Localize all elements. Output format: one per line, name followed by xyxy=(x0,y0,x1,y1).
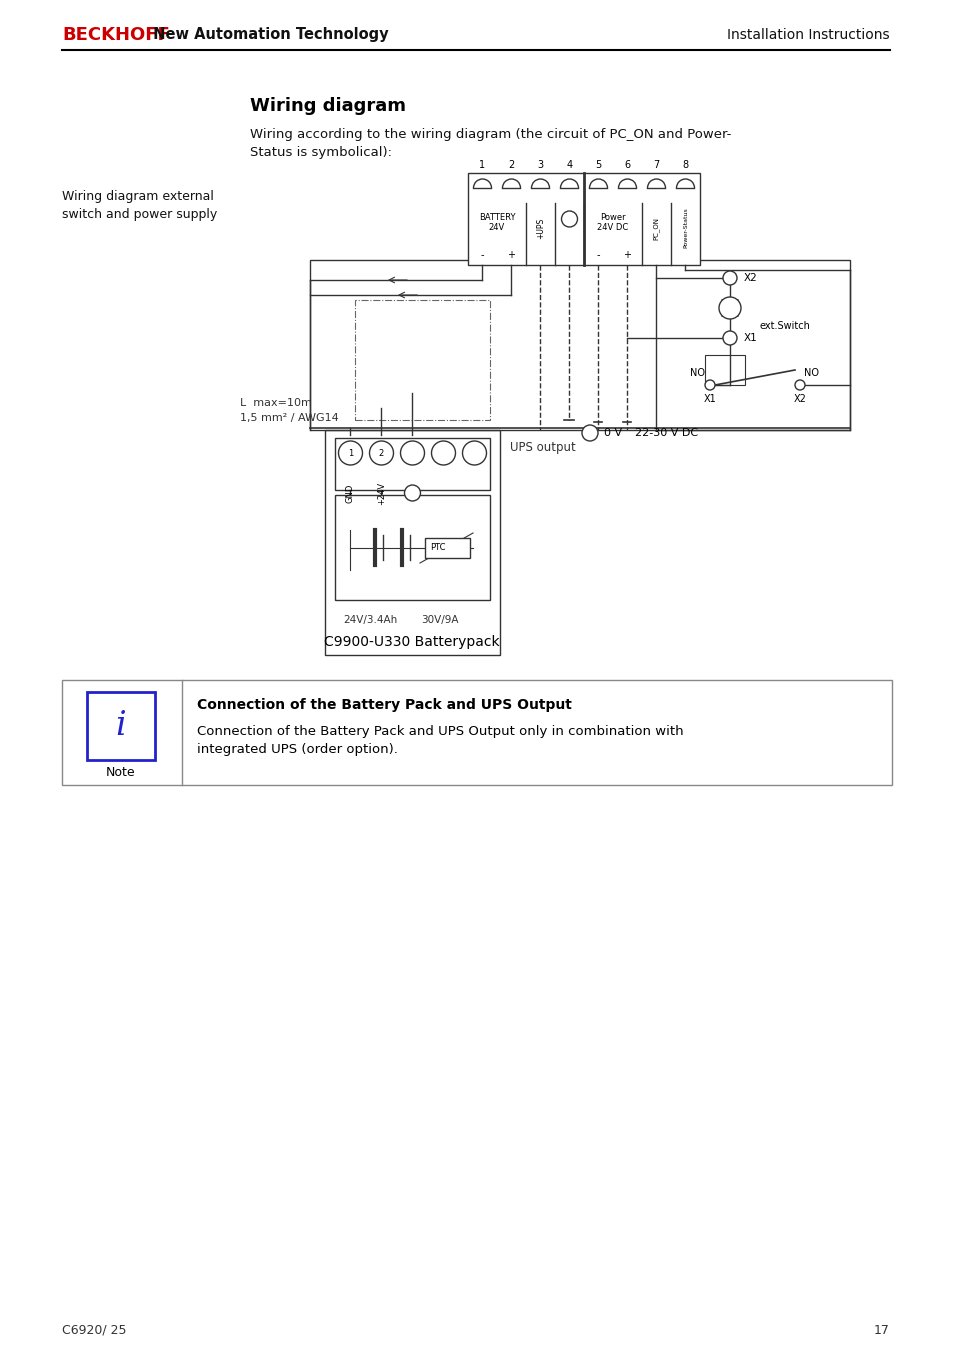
Text: 8: 8 xyxy=(681,159,688,170)
Text: +: + xyxy=(507,250,515,259)
Text: Installation Instructions: Installation Instructions xyxy=(726,28,889,42)
Text: Power
24V DC: Power 24V DC xyxy=(597,213,628,232)
Text: +: + xyxy=(623,250,631,259)
Text: -: - xyxy=(480,250,484,259)
Circle shape xyxy=(462,440,486,465)
Text: NO: NO xyxy=(803,367,819,378)
Text: Wiring according to the wiring diagram (the circuit of PC_ON and Power-
Status i: Wiring according to the wiring diagram (… xyxy=(250,128,731,159)
Text: BECKHOFF: BECKHOFF xyxy=(62,26,170,45)
Circle shape xyxy=(722,331,737,345)
Text: Connection of the Battery Pack and UPS Output: Connection of the Battery Pack and UPS O… xyxy=(196,698,571,712)
Text: X1: X1 xyxy=(703,394,716,404)
Circle shape xyxy=(431,440,455,465)
Text: X2: X2 xyxy=(793,394,805,404)
Text: GND: GND xyxy=(346,484,355,503)
Circle shape xyxy=(719,297,740,319)
Text: PC_ON: PC_ON xyxy=(653,216,659,239)
Circle shape xyxy=(704,380,714,390)
Circle shape xyxy=(581,426,598,440)
Text: 6: 6 xyxy=(624,159,630,170)
Text: 17: 17 xyxy=(873,1324,889,1336)
Bar xyxy=(310,259,849,430)
Bar xyxy=(355,300,490,420)
Bar xyxy=(325,430,499,655)
Circle shape xyxy=(369,440,393,465)
Text: 7: 7 xyxy=(653,159,659,170)
Text: X2: X2 xyxy=(743,273,757,282)
Text: 0 V: 0 V xyxy=(603,428,621,438)
Text: C9900-U330 Batterypack: C9900-U330 Batterypack xyxy=(324,635,499,648)
Text: 22-30 V DC: 22-30 V DC xyxy=(635,428,698,438)
Bar xyxy=(468,173,700,265)
Text: 3: 3 xyxy=(537,159,543,170)
Text: BATTERY
24V: BATTERY 24V xyxy=(478,213,515,232)
Bar xyxy=(335,494,490,600)
Text: 2: 2 xyxy=(508,159,514,170)
Circle shape xyxy=(400,440,424,465)
Bar xyxy=(87,692,154,761)
Bar xyxy=(704,355,744,385)
Text: Connection of the Battery Pack and UPS Output only in combination with
integrate: Connection of the Battery Pack and UPS O… xyxy=(196,725,683,757)
Text: 2: 2 xyxy=(378,449,384,458)
Circle shape xyxy=(561,211,577,227)
Text: 1: 1 xyxy=(479,159,485,170)
Text: +24V: +24V xyxy=(376,481,386,504)
Circle shape xyxy=(404,485,420,501)
Text: Power-Status: Power-Status xyxy=(682,208,687,249)
Text: 30V/9A: 30V/9A xyxy=(421,615,458,626)
Bar xyxy=(335,438,490,490)
Text: ext.Switch: ext.Switch xyxy=(760,322,810,331)
Text: NO: NO xyxy=(690,367,705,378)
Text: 1: 1 xyxy=(348,449,353,458)
Circle shape xyxy=(722,272,737,285)
Text: Note: Note xyxy=(106,766,135,780)
Text: PTC: PTC xyxy=(430,543,445,553)
Circle shape xyxy=(794,380,804,390)
Text: 24V/3.4Ah: 24V/3.4Ah xyxy=(342,615,396,626)
Text: New Automation Technology: New Automation Technology xyxy=(148,27,388,42)
Circle shape xyxy=(338,440,362,465)
Text: +UPS: +UPS xyxy=(536,218,544,239)
Text: Wiring diagram external
switch and power supply: Wiring diagram external switch and power… xyxy=(62,190,217,222)
Text: Wiring diagram: Wiring diagram xyxy=(250,97,406,115)
Text: -: - xyxy=(597,250,599,259)
Text: 5: 5 xyxy=(595,159,601,170)
Text: 4: 4 xyxy=(566,159,572,170)
Text: 1,5 mm² / AWG14: 1,5 mm² / AWG14 xyxy=(240,413,338,423)
Bar xyxy=(424,538,470,558)
Text: UPS output: UPS output xyxy=(510,442,576,454)
Text: L  max=10m: L max=10m xyxy=(240,399,312,408)
Text: i: i xyxy=(115,711,126,742)
Text: C6920/ 25: C6920/ 25 xyxy=(62,1324,127,1336)
Text: X1: X1 xyxy=(743,332,757,343)
Bar xyxy=(62,680,891,785)
